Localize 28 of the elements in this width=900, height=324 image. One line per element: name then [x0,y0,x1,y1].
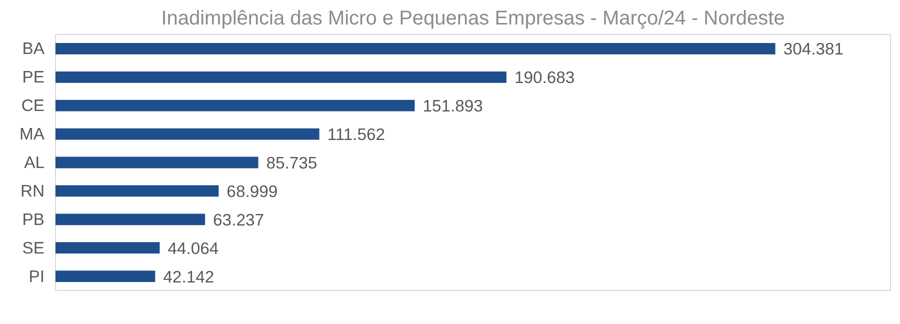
bar [56,185,219,197]
y-tick-label: BA [22,39,46,58]
y-tick-label: MA [20,124,46,144]
data-label: 44.064 [168,238,219,258]
data-label: 304.381 [783,40,844,59]
data-label: 42.142 [163,267,214,286]
bar [56,128,320,140]
data-label: 151.893 [422,96,483,116]
data-label: 63.237 [213,210,264,230]
bar [56,156,258,168]
bar [56,270,156,282]
data-label: 85.735 [266,154,318,172]
bar [56,214,206,226]
bar [56,100,415,112]
y-tick-label: PE [22,68,45,87]
y-tick-label: SE [22,238,45,258]
y-tick-label: AL [24,153,44,172]
chart-title: Inadimplência das Micro e Pequenas Empresas - Março/24 - Nordeste [161,8,785,30]
bar [56,71,506,83]
y-tick-label: CE [21,96,44,116]
y-tick-label: PI [28,266,45,286]
bar [56,242,160,254]
data-label: 111.562 [327,125,386,144]
data-label: 190.683 [514,68,575,88]
bar [56,43,776,54]
y-tick-label: RN [20,181,45,200]
y-tick-label: PB [22,210,45,229]
data-label: 68.999 [226,182,278,201]
